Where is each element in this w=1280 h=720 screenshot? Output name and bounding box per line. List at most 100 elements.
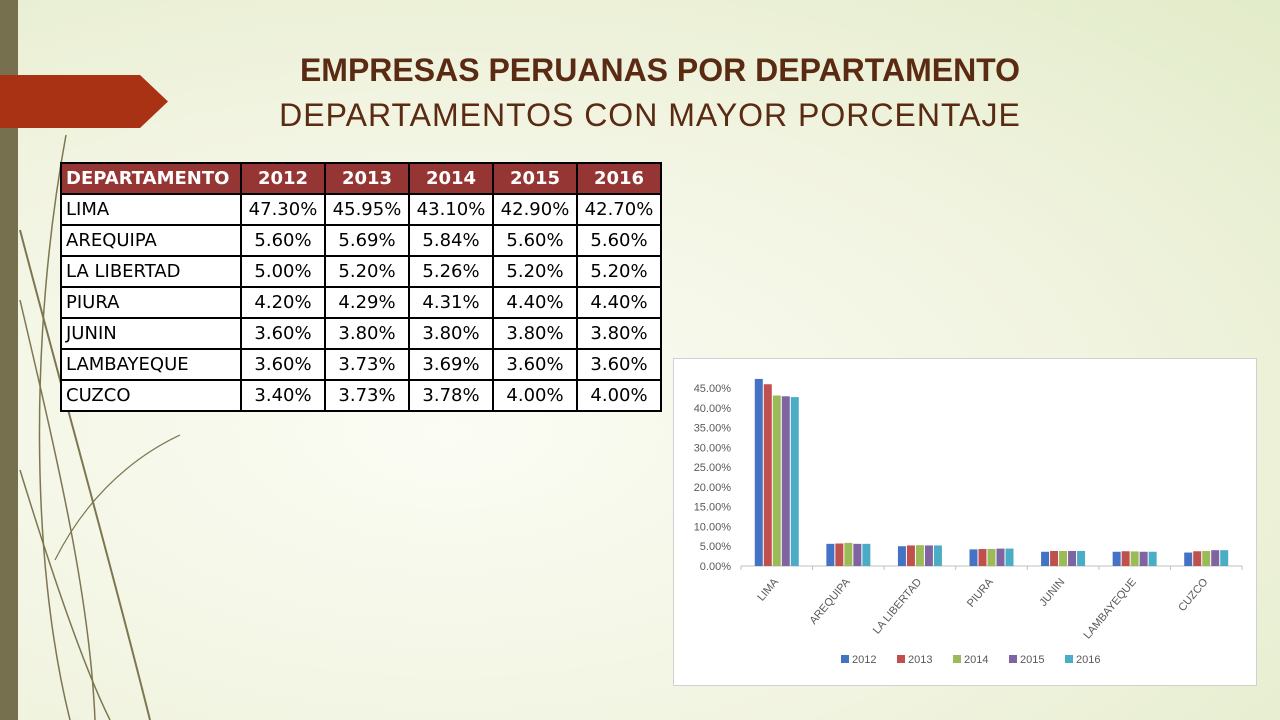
table-row: LAMBAYEQUE 3.60% 3.73% 3.69% 3.60% 3.60%: [60, 348, 662, 381]
value-cell: 3.78%: [408, 379, 494, 412]
table-row: AREQUIPA 5.60% 5.69% 5.84% 5.60% 5.60%: [60, 224, 662, 257]
header-cell: DEPARTAMENTO: [60, 162, 242, 195]
table-header-row: DEPARTAMENTO 2012 2013 2014 2015 2016: [60, 162, 662, 195]
value-cell: 4.40%: [492, 286, 578, 319]
bar-2015-lima: [781, 396, 790, 566]
y-tick-label: 0.00%: [700, 561, 731, 573]
bar-2014-junin: [1059, 550, 1068, 566]
bar-2013-junin: [1050, 550, 1059, 566]
y-tick-label: 15.00%: [694, 502, 732, 514]
bar-2014-arequipa: [844, 542, 853, 566]
value-cell: 3.73%: [324, 379, 410, 412]
y-tick-label: 30.00%: [694, 442, 732, 454]
legend-swatch-2015: [1009, 655, 1017, 663]
value-cell: 4.31%: [408, 286, 494, 319]
x-tick-label: AREQUIPA: [807, 576, 853, 627]
value-cell: 4.29%: [324, 286, 410, 319]
header-cell: 2012: [240, 162, 326, 195]
header-cell: 2015: [492, 162, 578, 195]
value-cell: 4.40%: [576, 286, 662, 319]
value-cell: 3.60%: [492, 348, 578, 381]
legend-label-2013: 2013: [908, 654, 932, 666]
y-tick-label: 40.00%: [694, 403, 732, 415]
decorative-curves: [19, 134, 181, 720]
y-tick-label: 10.00%: [694, 521, 732, 533]
value-cell: 3.80%: [492, 317, 578, 350]
legend-swatch-2016: [1065, 655, 1073, 663]
header-cell: 2016: [576, 162, 662, 195]
table-row: PIURA 4.20% 4.29% 4.31% 4.40% 4.40%: [60, 286, 662, 319]
value-cell: 5.69%: [324, 224, 410, 257]
y-tick-label: 5.00%: [700, 541, 731, 553]
department-cell: AREQUIPA: [60, 224, 242, 257]
bar-chart: 0.00% 5.00% 10.00% 15.00% 20.00% 25.00% 30.00%…: [673, 358, 1257, 686]
slide-subtitle: DEPARTAMENTOS CON MAYOR PORCENTAJE: [279, 97, 1021, 133]
department-cell: LIMA: [60, 193, 242, 226]
bar-2015-lambayeque: [1139, 551, 1148, 566]
bar-2014-la-libertad: [915, 545, 924, 566]
bar-2012-arequipa: [826, 543, 835, 566]
bar-2013-lambayeque: [1121, 551, 1130, 566]
value-cell: 3.60%: [240, 348, 326, 381]
table-row: LA LIBERTAD 5.00% 5.20% 5.26% 5.20% 5.20…: [60, 255, 662, 288]
department-cell: LAMBAYEQUE: [60, 348, 242, 381]
bar-2014-lambayeque: [1130, 551, 1139, 566]
data-table: DEPARTAMENTO 2012 2013 2014 2015 2016 LI…: [60, 162, 662, 412]
department-cell: LA LIBERTAD: [60, 255, 242, 288]
value-cell: 4.00%: [576, 379, 662, 412]
department-cell: PIURA: [60, 286, 242, 319]
legend-swatch-2012: [841, 655, 849, 663]
value-cell: 5.60%: [576, 224, 662, 257]
value-cell: 5.20%: [324, 255, 410, 288]
bar-2016-arequipa: [862, 543, 871, 566]
table-row: JUNIN 3.60% 3.80% 3.80% 3.80% 3.80%: [60, 317, 662, 350]
bar-2014-lima: [772, 395, 781, 566]
value-cell: 45.95%: [324, 193, 410, 226]
bar-2015-cuzco: [1211, 550, 1220, 566]
x-tick-label: PIURA: [965, 576, 996, 610]
bar-2012-lima: [754, 378, 763, 566]
bar-2012-lambayeque: [1112, 551, 1121, 566]
bar-2014-piura: [987, 548, 996, 566]
bar-2015-junin: [1068, 550, 1077, 566]
y-tick-label: 25.00%: [694, 462, 732, 474]
value-cell: 42.90%: [492, 193, 578, 226]
legend-label-2015: 2015: [1020, 654, 1044, 666]
value-cell: 5.00%: [240, 255, 326, 288]
bar-2015-piura: [996, 548, 1005, 566]
title-arrow-shape: [0, 75, 168, 128]
legend-label-2012: 2012: [852, 654, 876, 666]
table-row: LIMA 47.30% 45.95% 43.10% 42.90% 42.70%: [60, 193, 662, 226]
bar-2013-la-libertad: [906, 545, 915, 566]
y-tick-label: 35.00%: [694, 423, 732, 435]
value-cell: 3.60%: [576, 348, 662, 381]
bar-2013-cuzco: [1193, 551, 1202, 566]
department-cell: JUNIN: [60, 317, 242, 350]
bar-2013-piura: [978, 549, 987, 566]
legend-label-2016: 2016: [1076, 654, 1100, 666]
x-tick-label: JUNIN: [1037, 576, 1067, 609]
value-cell: 5.20%: [576, 255, 662, 288]
department-cell: CUZCO: [60, 379, 242, 412]
chart-canvas: 0.00% 5.00% 10.00% 15.00% 20.00% 25.00% 30.00%…: [694, 378, 1243, 666]
y-tick-label: 45.00%: [694, 383, 732, 395]
value-cell: 5.26%: [408, 255, 494, 288]
table-row: CUZCO 3.40% 3.73% 3.78% 4.00% 4.00%: [60, 379, 662, 412]
bar-2013-arequipa: [835, 543, 844, 566]
bar-2012-piura: [969, 549, 978, 566]
bar-2013-lima: [763, 384, 772, 566]
value-cell: 5.60%: [492, 224, 578, 257]
value-cell: 47.30%: [240, 193, 326, 226]
slide-title: EMPRESAS PERUANAS POR DEPARTAMENTO: [299, 52, 1021, 88]
x-tick-label: CUZCO: [1176, 576, 1211, 614]
bar-2016-lambayeque: [1148, 551, 1157, 566]
value-cell: 3.73%: [324, 348, 410, 381]
bar-2014-cuzco: [1202, 551, 1211, 566]
value-cell: 3.80%: [576, 317, 662, 350]
value-cell: 4.00%: [492, 379, 578, 412]
legend-label-2014: 2014: [964, 654, 988, 666]
bar-2016-piura: [1005, 548, 1014, 566]
x-tick-label: LA LIBERTAD: [871, 576, 924, 636]
bar-2016-junin: [1077, 550, 1086, 566]
value-cell: 42.70%: [576, 193, 662, 226]
